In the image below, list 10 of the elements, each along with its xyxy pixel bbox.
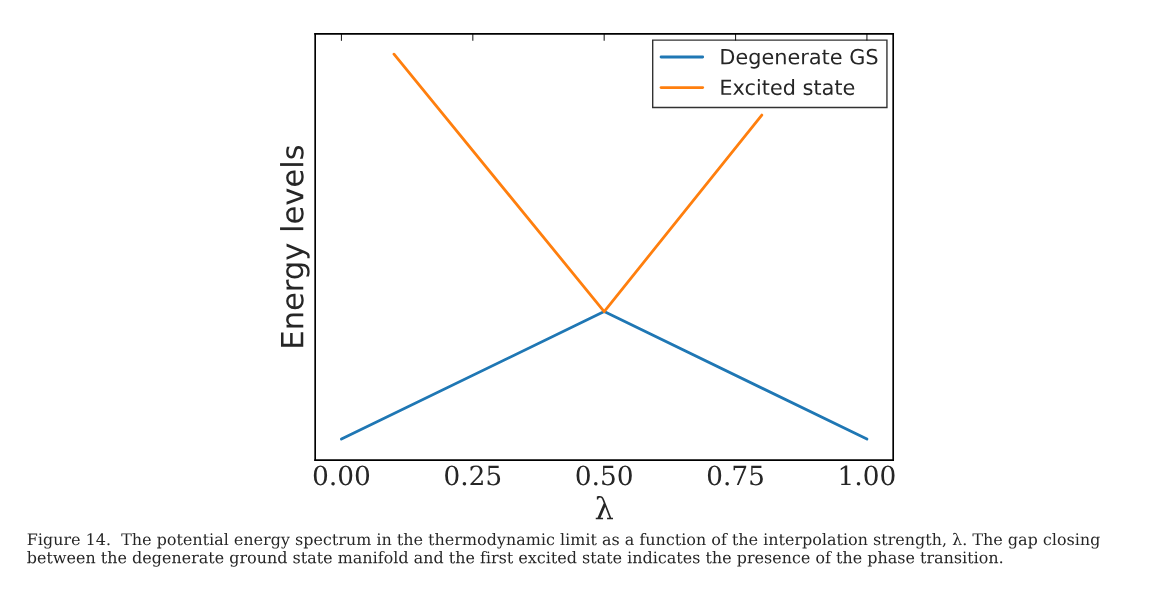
x-tick-label: 0.75 <box>707 465 763 486</box>
x-tick-label: 0.50 <box>576 465 632 486</box>
legend-label: Degenerate GS <box>721 48 878 69</box>
caption: Figure 14. The potential energy spectrum in the thermodynamic limit as a function of the interpolation strength, λ. The gap closing between the degenerate ground state manifold and the first excited state indicates the presence of the phase transition. <box>27 532 1100 567</box>
x-tick-label: 1.00 <box>840 465 895 486</box>
y-axis-title: Energy levels <box>280 145 310 347</box>
x-axis-title: λ <box>595 495 614 520</box>
x-tick-label: 0.00 <box>313 465 370 486</box>
legend-label: Excited state <box>721 79 855 96</box>
x-tick-label: 0.25 <box>445 465 501 486</box>
